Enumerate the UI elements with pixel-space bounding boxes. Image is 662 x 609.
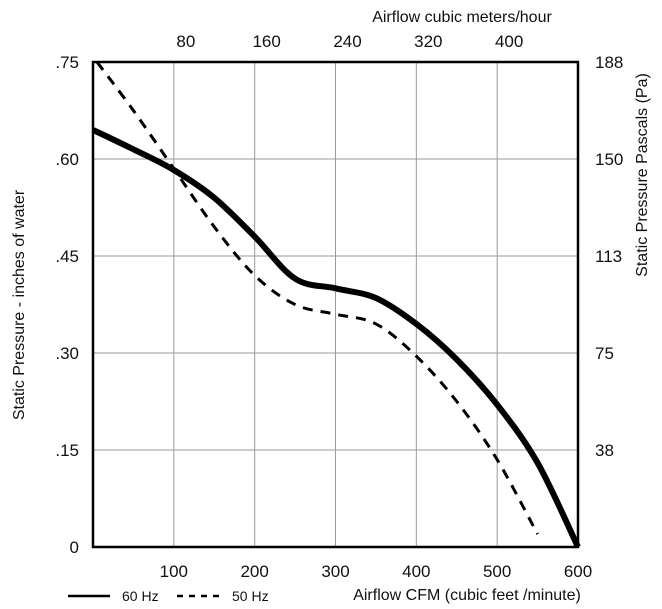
y-tick-label: 0 <box>70 538 79 557</box>
top-tick-label: 160 <box>252 32 280 51</box>
top-tick-label: 240 <box>333 32 361 51</box>
top-tick-label: 400 <box>495 32 523 51</box>
x-axis-top-ticks: 80 160 240 320 400 <box>176 32 523 51</box>
grid <box>93 62 578 547</box>
plot-frame <box>91 60 580 549</box>
right-tick-label: 188 <box>595 53 623 72</box>
right-tick-label: 75 <box>595 344 614 363</box>
top-tick-label: 320 <box>414 32 442 51</box>
y-tick-label: .60 <box>55 150 79 169</box>
x-tick-label: 300 <box>321 562 349 581</box>
y-tick-label: .75 <box>55 53 79 72</box>
right-tick-label: 38 <box>595 441 614 460</box>
y-axis-right-ticks: 188 150 113 75 38 <box>595 53 623 460</box>
right-tick-label: 113 <box>595 247 622 266</box>
x-tick-label: 600 <box>564 562 592 581</box>
y-axis-right-title: Static Pressure Pascals (Pa) <box>634 73 651 277</box>
right-tick-label: 150 <box>595 150 623 169</box>
x-tick-label: 500 <box>483 562 511 581</box>
y-tick-label: .45 <box>55 247 79 266</box>
y-tick-label: .30 <box>55 344 79 363</box>
x-tick-label: 200 <box>240 562 268 581</box>
legend-label-50hz: 50 Hz <box>232 588 269 604</box>
x-axis-top-title: Airflow cubic meters/hour <box>372 9 552 26</box>
x-tick-label: 100 <box>160 562 188 581</box>
series-line-50-hz <box>95 61 539 535</box>
y-tick-label: .15 <box>55 441 79 460</box>
y-axis-left-ticks: 0 .15 .30 .45 .60 .75 <box>55 53 79 557</box>
top-tick-label: 80 <box>176 32 195 51</box>
y-axis-left-title: Static Pressure - inches of water <box>11 189 28 420</box>
legend: 60 Hz 50 Hz <box>68 588 269 604</box>
x-tick-label: 400 <box>402 562 430 581</box>
x-axis-bottom-ticks: 100 200 300 400 500 600 <box>160 562 593 581</box>
series-lines <box>91 61 581 549</box>
legend-label-60hz: 60 Hz <box>122 588 159 604</box>
x-axis-bottom-title: Airflow CFM (cubic feet /minute) <box>353 587 581 604</box>
